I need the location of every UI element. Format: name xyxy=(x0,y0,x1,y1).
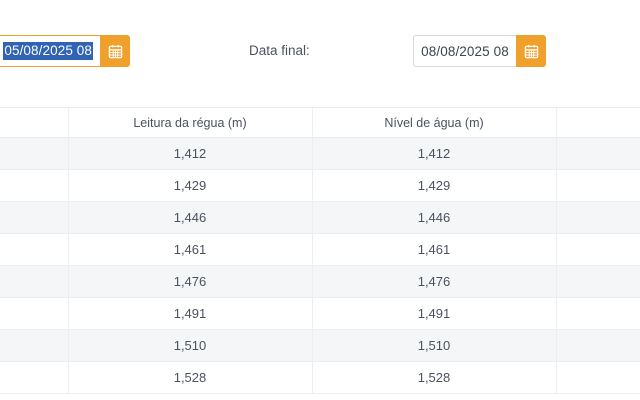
table-cell xyxy=(0,137,68,170)
date-filter-row: 05/08/2025 08 xyxy=(0,30,640,76)
table-cell xyxy=(555,361,640,394)
table-cell: 1,528 xyxy=(67,361,312,394)
table-cell xyxy=(555,265,640,298)
table-row: 1,446 1,446 xyxy=(0,201,640,234)
table-cell: 1,476 xyxy=(311,265,556,298)
table-cell xyxy=(555,137,640,170)
table-cell: 1,446 xyxy=(67,201,312,234)
table-cell: 1,412 xyxy=(67,137,312,170)
data-final-label: Data final: xyxy=(249,43,310,58)
table-row: 1,461 1,461 xyxy=(0,233,640,266)
table-row: 1,528 1,528 xyxy=(0,361,640,394)
table-row: 1,491 1,491 xyxy=(0,297,640,330)
data-final-calendar-button[interactable] xyxy=(516,35,546,67)
data-inicial-calendar-button[interactable] xyxy=(100,35,130,67)
table-cell: 1,461 xyxy=(67,233,312,266)
measurements-table-wrapper: Leitura da régua (m) Nível de água (m) 1,… xyxy=(0,107,640,394)
table-column-header: Nível de água (m) xyxy=(311,107,556,138)
table-column-header: Leitura da régua (m) xyxy=(67,107,312,138)
table-cell: 1,528 xyxy=(311,361,556,394)
table-cell xyxy=(555,201,640,234)
table-head: Leitura da régua (m) Nível de água (m) xyxy=(0,107,640,138)
calendar-icon xyxy=(524,44,539,59)
table-cell: 1,429 xyxy=(311,169,556,202)
table-cell xyxy=(0,233,68,266)
data-final-group[interactable]: 08/08/2025 08 xyxy=(413,35,546,67)
table-cell xyxy=(0,361,68,394)
table-cell xyxy=(555,297,640,330)
table-body: 1,412 1,412 1,429 1,429 1,446 1,446 1,461 1,461… xyxy=(0,137,640,394)
data-final-input[interactable]: 08/08/2025 08 xyxy=(413,35,516,67)
table-row: 1,429 1,429 xyxy=(0,169,640,202)
table-row: 1,510 1,510 xyxy=(0,329,640,362)
table-cell xyxy=(0,169,68,202)
table-cell xyxy=(0,265,68,298)
table-cell: 1,461 xyxy=(311,233,556,266)
table-cell xyxy=(0,297,68,330)
data-inicial-group[interactable]: 05/08/2025 08 xyxy=(0,35,130,67)
table-cell xyxy=(555,329,640,362)
table-cell xyxy=(555,169,640,202)
table-column-header xyxy=(0,107,68,138)
table-header-row: Leitura da régua (m) Nível de água (m) xyxy=(0,107,640,138)
calendar-icon xyxy=(108,44,123,59)
table-cell: 1,491 xyxy=(67,297,312,330)
table-column-header xyxy=(555,107,640,138)
data-inicial-value: 05/08/2025 08 xyxy=(3,42,93,60)
table-cell: 1,429 xyxy=(67,169,312,202)
table-cell xyxy=(0,201,68,234)
table-row: 1,412 1,412 xyxy=(0,137,640,170)
table-cell: 1,510 xyxy=(67,329,312,362)
table-cell: 1,412 xyxy=(311,137,556,170)
table-cell xyxy=(555,233,640,266)
table-cell xyxy=(0,329,68,362)
table-cell: 1,510 xyxy=(311,329,556,362)
measurements-table: Leitura da régua (m) Nível de água (m) 1,… xyxy=(0,107,640,394)
data-inicial-input[interactable]: 05/08/2025 08 xyxy=(0,35,100,67)
table-cell: 1,476 xyxy=(67,265,312,298)
table-cell: 1,491 xyxy=(311,297,556,330)
table-cell: 1,446 xyxy=(311,201,556,234)
table-row: 1,476 1,476 xyxy=(0,265,640,298)
